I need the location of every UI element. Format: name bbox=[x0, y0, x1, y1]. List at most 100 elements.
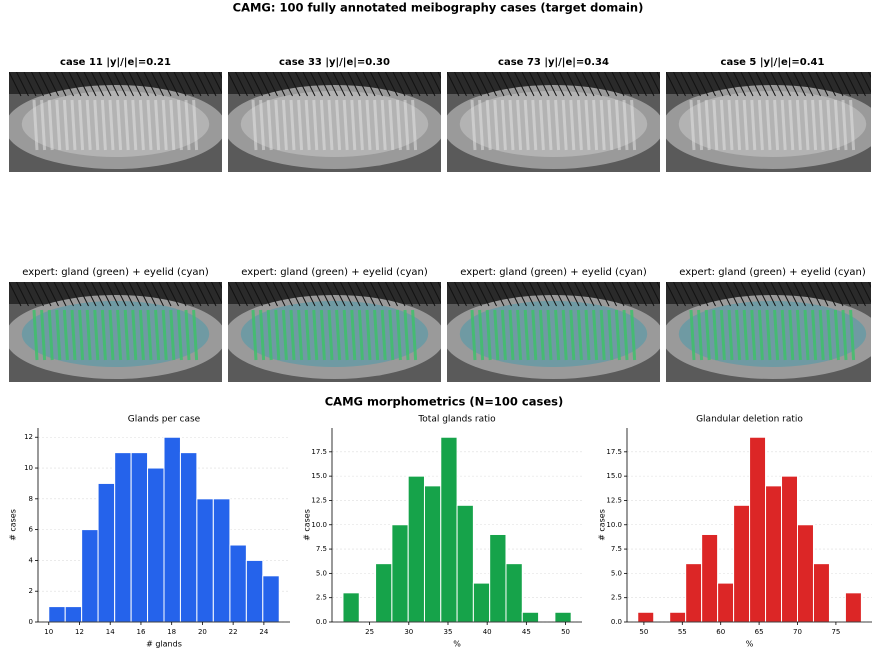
bar bbox=[702, 534, 718, 622]
bar bbox=[392, 525, 408, 622]
x-axis-label: % bbox=[746, 640, 754, 649]
bar bbox=[263, 576, 279, 622]
x-tick-label: 24 bbox=[259, 628, 268, 636]
overlay-title: expert: gland (green) + eyelid (cyan) bbox=[460, 267, 647, 278]
y-tick-label: 8 bbox=[29, 495, 33, 503]
x-tick-label: 75 bbox=[831, 628, 840, 636]
x-tick-label: 65 bbox=[755, 628, 764, 636]
bar bbox=[197, 499, 213, 622]
image-content bbox=[224, 282, 458, 382]
bar bbox=[65, 607, 81, 622]
image-content bbox=[224, 72, 458, 172]
overlay-image bbox=[5, 282, 239, 382]
x-tick-label: 25 bbox=[365, 628, 374, 636]
image-content bbox=[5, 72, 239, 172]
bar bbox=[718, 583, 734, 622]
image-content bbox=[662, 282, 876, 382]
x-tick-label: 50 bbox=[561, 628, 570, 636]
bar bbox=[441, 437, 457, 622]
y-axis-label: # cases bbox=[9, 509, 18, 541]
x-tick-label: 45 bbox=[522, 628, 531, 636]
figure-title: CAMG: 100 fully annotated meibography ca… bbox=[233, 1, 644, 15]
eyelid-image bbox=[443, 72, 677, 172]
eyelid-image bbox=[224, 72, 458, 172]
bar bbox=[131, 453, 147, 622]
overlay-image bbox=[662, 282, 876, 382]
bar bbox=[180, 453, 196, 622]
x-tick-label: 35 bbox=[444, 628, 453, 636]
y-tick-label: 17.5 bbox=[311, 448, 327, 456]
y-tick-label: 10.0 bbox=[606, 521, 622, 529]
x-tick-label: 70 bbox=[793, 628, 802, 636]
y-tick-label: 15.0 bbox=[606, 472, 622, 480]
overlay-image bbox=[443, 282, 677, 382]
bar bbox=[115, 453, 131, 622]
bar bbox=[670, 612, 686, 622]
bar bbox=[148, 468, 164, 622]
overlay-title: expert: gland (green) + eyelid (cyan) bbox=[679, 267, 866, 278]
y-tick-label: 10 bbox=[24, 464, 33, 472]
panel-title: case 5 |y|/|e|=0.41 bbox=[721, 57, 825, 68]
y-tick-label: 7.5 bbox=[611, 545, 622, 553]
x-tick-label: 50 bbox=[639, 628, 648, 636]
overlay-title: expert: gland (green) + eyelid (cyan) bbox=[241, 267, 428, 278]
panel-title: case 33 |y|/|e|=0.30 bbox=[279, 57, 390, 68]
y-tick-label: 6 bbox=[29, 526, 34, 534]
bar bbox=[246, 560, 262, 622]
chart-title: Total glands ratio bbox=[417, 415, 496, 425]
bar bbox=[213, 499, 230, 622]
x-tick-label: 30 bbox=[404, 628, 413, 636]
x-axis-label: # glands bbox=[146, 640, 182, 649]
y-tick-label: 2.5 bbox=[316, 594, 327, 602]
y-tick-label: 2 bbox=[29, 587, 33, 595]
bar bbox=[424, 486, 440, 622]
bar bbox=[82, 530, 98, 622]
y-tick-label: 15.0 bbox=[311, 472, 327, 480]
bar bbox=[798, 525, 814, 622]
x-tick-label: 55 bbox=[678, 628, 687, 636]
bar bbox=[408, 476, 424, 622]
y-axis-label: # cases bbox=[598, 509, 607, 541]
overlay-image bbox=[224, 282, 458, 382]
image-content bbox=[443, 282, 677, 382]
bar bbox=[98, 483, 115, 622]
y-tick-label: 5.0 bbox=[316, 569, 327, 577]
bar bbox=[49, 607, 65, 622]
image-content bbox=[662, 72, 876, 172]
panel-title: case 73 |y|/|e|=0.34 bbox=[498, 57, 609, 68]
y-tick-label: 5.0 bbox=[611, 569, 622, 577]
bar bbox=[473, 583, 489, 622]
image-content bbox=[443, 72, 677, 172]
eyelid-image bbox=[5, 72, 239, 172]
figure: CAMG: 100 fully annotated meibography ca… bbox=[0, 0, 876, 653]
bar bbox=[230, 545, 246, 622]
x-tick-label: 40 bbox=[483, 628, 492, 636]
x-tick-label: 60 bbox=[716, 628, 725, 636]
x-tick-label: 10 bbox=[44, 628, 53, 636]
x-tick-label: 18 bbox=[167, 628, 176, 636]
bar bbox=[522, 612, 538, 622]
x-tick-label: 14 bbox=[106, 628, 115, 636]
y-tick-label: 17.5 bbox=[606, 448, 622, 456]
x-tick-label: 20 bbox=[198, 628, 207, 636]
y-tick-label: 12 bbox=[24, 433, 33, 441]
bar bbox=[376, 564, 392, 622]
image-content bbox=[5, 282, 239, 382]
panel-title: case 11 |y|/|e|=0.21 bbox=[60, 57, 171, 68]
bar bbox=[555, 612, 571, 622]
chart-title: Glands per case bbox=[128, 415, 201, 425]
bar bbox=[750, 437, 766, 622]
y-tick-label: 0.0 bbox=[316, 618, 327, 626]
y-tick-label: 12.5 bbox=[606, 496, 622, 504]
y-tick-label: 7.5 bbox=[316, 545, 327, 553]
section-title: CAMG morphometrics (N=100 cases) bbox=[325, 395, 564, 409]
bar bbox=[686, 564, 702, 622]
x-axis-label: % bbox=[453, 640, 461, 649]
y-axis-label: # cases bbox=[303, 509, 312, 541]
y-tick-label: 12.5 bbox=[311, 496, 327, 504]
bar bbox=[457, 505, 473, 622]
overlay-title: expert: gland (green) + eyelid (cyan) bbox=[22, 267, 209, 278]
chart-title: Glandular deletion ratio bbox=[696, 415, 803, 425]
y-tick-label: 0 bbox=[29, 618, 33, 626]
y-tick-label: 2.5 bbox=[611, 594, 622, 602]
